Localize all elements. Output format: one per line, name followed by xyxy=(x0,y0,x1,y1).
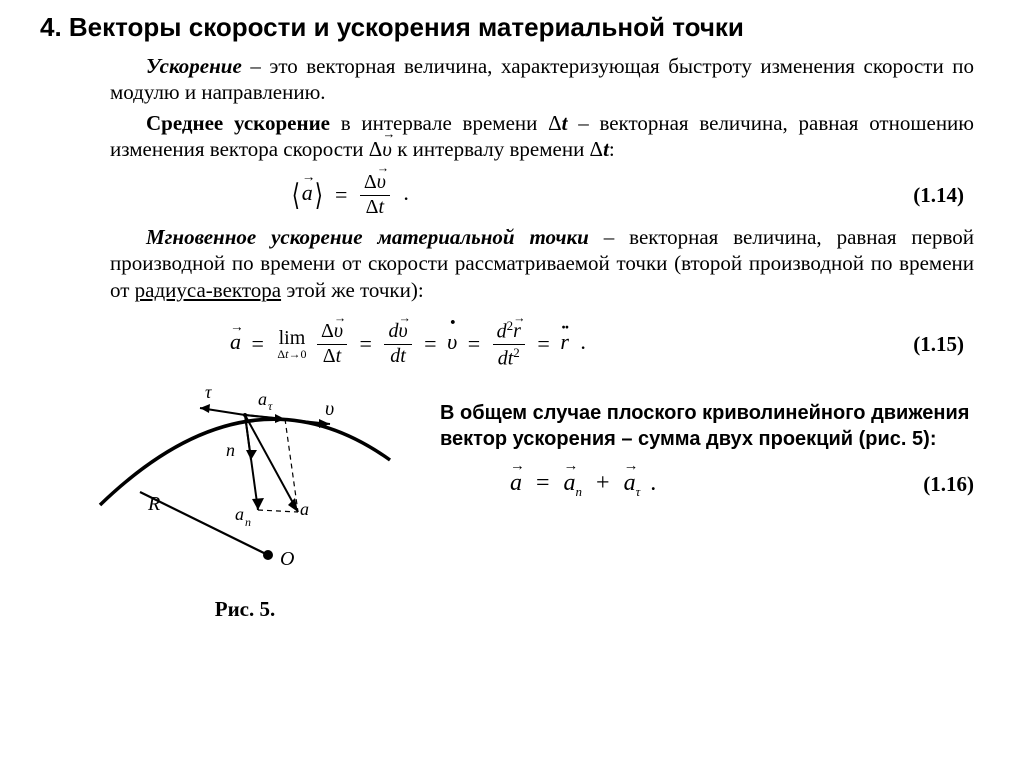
svg-text:τ⃗: τ⃗ xyxy=(205,382,225,402)
term-inst-acc: Мгновенное ускорение материальной точки xyxy=(146,225,589,249)
eq-1-15-body: a = limΔt→0 ΔυΔt = dυdt = υ = d2rdt2 = r… xyxy=(230,319,864,370)
svg-text:R: R xyxy=(147,493,160,515)
eq-num-1-16: (1.16) xyxy=(884,472,974,497)
paragraph-1: Ускорение – это векторная величина, хара… xyxy=(110,53,974,106)
right-column: В общем случае плоского криволинейного д… xyxy=(420,380,994,500)
svg-text:a⃗: a⃗ xyxy=(300,499,323,519)
figure-5: τ⃗ a⃗ τ υ⃗ n⃗ R a⃗ n a⃗ O Рис. 5. xyxy=(30,380,420,622)
term-acceleration: Ускорение xyxy=(146,54,242,78)
slide-title: 4. Векторы скорости и ускорения материал… xyxy=(40,12,994,43)
eq-num-1-15: (1.15) xyxy=(864,332,994,357)
diagram-svg: τ⃗ a⃗ τ υ⃗ n⃗ R a⃗ n a⃗ O xyxy=(90,380,400,590)
svg-text:n: n xyxy=(245,515,251,529)
figure-caption: Рис. 5. xyxy=(70,597,420,622)
p3-text-b: этой же точки): xyxy=(281,278,424,302)
svg-text:O: O xyxy=(280,548,294,570)
radius-vector-link: радиуса-вектора xyxy=(135,278,281,302)
svg-text:n⃗: n⃗ xyxy=(226,440,249,460)
equation-1-15: a = limΔt→0 ΔυΔt = dυdt = υ = d2rdt2 = r… xyxy=(30,319,994,370)
equation-1-16: a = an + aτ . (1.16) xyxy=(440,470,974,500)
right-paragraph: В общем случае плоского криволинейного д… xyxy=(440,400,974,452)
eq-1-16-body: a = an + aτ . xyxy=(440,470,884,500)
svg-text:τ: τ xyxy=(268,399,273,413)
p2-text-a: в интервале времени Δ xyxy=(330,111,562,135)
equation-1-14: ⟨a⟩ = ΔυΔt . (1.14) xyxy=(30,172,994,218)
bottom-section: τ⃗ a⃗ τ υ⃗ n⃗ R a⃗ n a⃗ O Рис. 5. В обще… xyxy=(30,380,994,622)
physics-slide: 4. Векторы скорости и ускорения материал… xyxy=(0,0,1024,632)
paragraph-2: Среднее ускорение в интервале времени Δt… xyxy=(110,110,974,163)
svg-text:υ⃗: υ⃗ xyxy=(325,398,350,420)
eq-num-1-14: (1.14) xyxy=(864,183,994,208)
term-avg-acc: Среднее ускорение xyxy=(146,111,330,135)
paragraph-3: Мгновенное ускорение материальной точки … xyxy=(110,224,974,303)
eq-1-14-body: ⟨a⟩ = ΔυΔt . xyxy=(290,172,864,218)
p2-text-c: к интервалу времени Δ xyxy=(392,137,603,161)
